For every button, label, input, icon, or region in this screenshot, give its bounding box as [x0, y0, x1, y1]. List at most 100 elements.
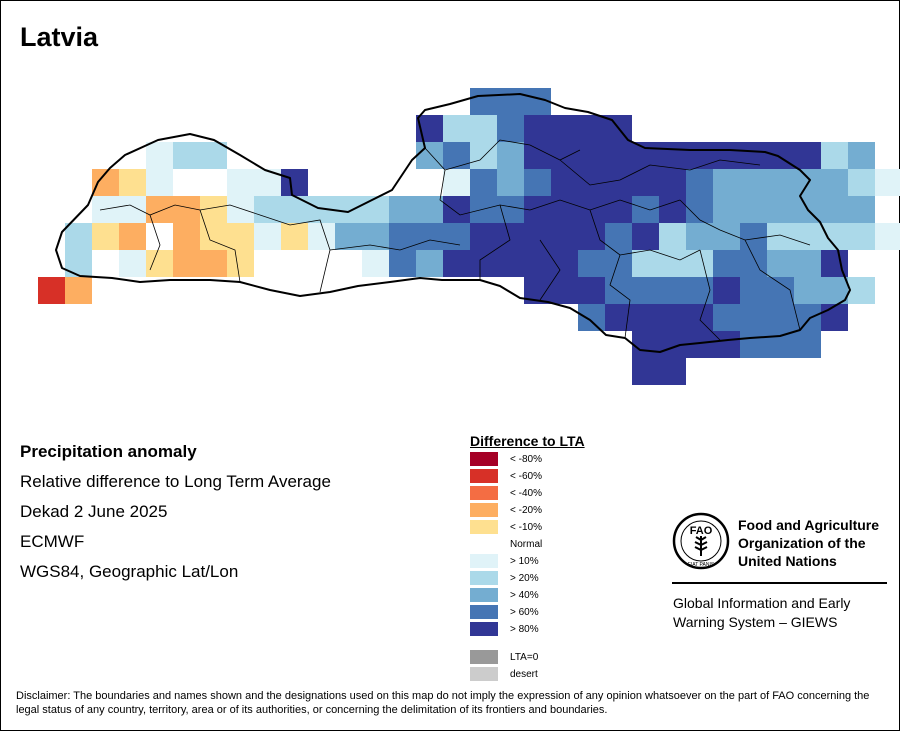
- anomaly-grid: [38, 88, 900, 385]
- anomaly-cell: [497, 115, 524, 142]
- anomaly-cell: [65, 250, 92, 277]
- legend-item: < -20%: [470, 503, 542, 517]
- anomaly-cell: [524, 223, 551, 250]
- anomaly-cell: [686, 169, 713, 196]
- anomaly-cell: [119, 223, 146, 250]
- legend-label: > 40%: [510, 589, 539, 601]
- anomaly-cell: [227, 196, 254, 223]
- anomaly-cell: [713, 277, 740, 304]
- anomaly-cell: [821, 277, 848, 304]
- anomaly-cell: [740, 223, 767, 250]
- anomaly-cell: [470, 88, 497, 115]
- legend-item: LTA=0: [470, 650, 538, 664]
- anomaly-cell: [470, 115, 497, 142]
- anomaly-cell: [659, 142, 686, 169]
- legend-label: > 10%: [510, 555, 539, 567]
- anomaly-cell: [794, 331, 821, 358]
- legend-swatch: [470, 588, 498, 602]
- anomaly-cell: [605, 196, 632, 223]
- anomaly-cell: [578, 250, 605, 277]
- anomaly-cell: [38, 277, 65, 304]
- anomaly-cell: [551, 169, 578, 196]
- anomaly-cell: [416, 196, 443, 223]
- anomaly-cell: [308, 250, 335, 277]
- legend-swatch: [470, 554, 498, 568]
- anomaly-cell: [848, 223, 875, 250]
- legend-swatch: [470, 452, 498, 466]
- anomaly-cell: [686, 250, 713, 277]
- anomaly-cell: [146, 169, 173, 196]
- anomaly-cell: [335, 223, 362, 250]
- anomaly-cell: [119, 169, 146, 196]
- anomaly-cell: [389, 250, 416, 277]
- anomaly-cell: [524, 169, 551, 196]
- anomaly-cell: [794, 142, 821, 169]
- anomaly-cell: [173, 223, 200, 250]
- anomaly-cell: [551, 277, 578, 304]
- anomaly-cell: [632, 304, 659, 331]
- info-heading: Precipitation anomaly: [20, 442, 197, 461]
- legend-item: Normal: [470, 537, 542, 551]
- anomaly-cell: [686, 277, 713, 304]
- legend-item: < -40%: [470, 486, 542, 500]
- anomaly-cell: [794, 304, 821, 331]
- anomaly-cell: [848, 277, 875, 304]
- anomaly-cell: [578, 277, 605, 304]
- anomaly-cell: [767, 250, 794, 277]
- anomaly-cell: [713, 331, 740, 358]
- anomaly-cell: [632, 331, 659, 358]
- anomaly-cell: [659, 169, 686, 196]
- anomaly-cell: [146, 142, 173, 169]
- anomaly-cell: [524, 142, 551, 169]
- anomaly-cell: [119, 196, 146, 223]
- legend-label: LTA=0: [510, 651, 539, 663]
- anomaly-cell: [740, 304, 767, 331]
- anomaly-cell: [740, 142, 767, 169]
- anomaly-cell: [848, 169, 875, 196]
- anomaly-cell: [578, 115, 605, 142]
- fao-logo-motto: FIAT PANIS: [688, 562, 715, 568]
- anomaly-cell: [794, 277, 821, 304]
- anomaly-cell: [497, 250, 524, 277]
- anomaly-cell: [821, 142, 848, 169]
- anomaly-cell: [443, 115, 470, 142]
- legend-label: desert: [510, 668, 538, 680]
- anomaly-cell: [119, 250, 146, 277]
- anomaly-cell: [470, 223, 497, 250]
- anomaly-cell: [632, 250, 659, 277]
- anomaly-cell: [416, 223, 443, 250]
- anomaly-cell: [335, 196, 362, 223]
- anomaly-cell: [443, 223, 470, 250]
- anomaly-cell: [578, 304, 605, 331]
- anomaly-cell: [848, 196, 875, 223]
- anomaly-cell: [254, 196, 281, 223]
- legend-swatch: [470, 622, 498, 636]
- anomaly-cell: [443, 142, 470, 169]
- anomaly-cell: [227, 250, 254, 277]
- anomaly-cell: [470, 250, 497, 277]
- anomaly-cell: [740, 196, 767, 223]
- anomaly-cell: [740, 331, 767, 358]
- fao-name-line-3: United Nations: [738, 553, 837, 569]
- legend-label: Normal: [510, 538, 543, 550]
- info-line-4: WGS84, Geographic Lat/Lon: [20, 562, 239, 581]
- anomaly-cell: [659, 304, 686, 331]
- anomaly-cell: [497, 169, 524, 196]
- anomaly-cell: [443, 169, 470, 196]
- anomaly-cell: [65, 223, 92, 250]
- legend-swatch: [470, 537, 498, 551]
- anomaly-cell: [497, 142, 524, 169]
- anomaly-cell: [335, 250, 362, 277]
- anomaly-cell: [551, 115, 578, 142]
- anomaly-cell: [362, 250, 389, 277]
- fao-name-line-2: Organization of the: [738, 535, 866, 551]
- legend-label: > 60%: [510, 606, 539, 618]
- anomaly-cell: [389, 196, 416, 223]
- anomaly-cell: [92, 223, 119, 250]
- giews-line-1: Global Information and Early: [673, 595, 851, 611]
- anomaly-cell: [767, 196, 794, 223]
- legend-swatch: [470, 605, 498, 619]
- anomaly-cell: [686, 304, 713, 331]
- anomaly-cell: [551, 223, 578, 250]
- anomaly-cell: [416, 250, 443, 277]
